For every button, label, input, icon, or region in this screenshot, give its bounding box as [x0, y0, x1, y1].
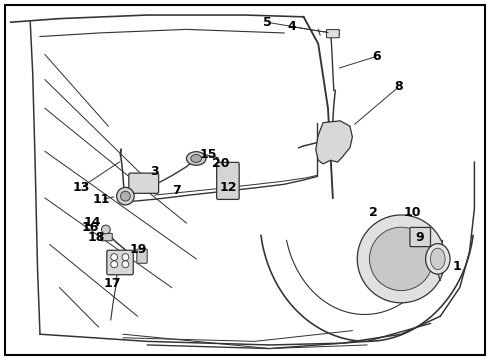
Text: 1: 1: [453, 260, 462, 273]
Text: 5: 5: [263, 16, 271, 29]
Text: 17: 17: [103, 278, 121, 291]
Polygon shape: [316, 121, 352, 164]
Text: 9: 9: [416, 231, 424, 244]
Text: 12: 12: [219, 181, 237, 194]
FancyBboxPatch shape: [217, 162, 239, 199]
Ellipse shape: [191, 154, 201, 162]
Text: 15: 15: [199, 148, 217, 161]
Text: 10: 10: [403, 206, 421, 219]
Text: 2: 2: [368, 206, 377, 219]
Text: 13: 13: [73, 181, 90, 194]
Circle shape: [357, 215, 445, 303]
Text: 4: 4: [287, 20, 296, 33]
Text: 18: 18: [88, 231, 105, 244]
FancyBboxPatch shape: [100, 233, 112, 241]
Circle shape: [111, 254, 118, 261]
Text: 3: 3: [150, 165, 159, 177]
FancyBboxPatch shape: [326, 30, 339, 38]
Ellipse shape: [186, 152, 206, 165]
Text: 16: 16: [81, 221, 98, 234]
Text: 6: 6: [372, 50, 381, 63]
FancyBboxPatch shape: [129, 173, 159, 193]
Circle shape: [122, 261, 129, 268]
FancyBboxPatch shape: [137, 249, 147, 263]
Circle shape: [117, 187, 134, 205]
Text: 7: 7: [172, 184, 181, 197]
FancyBboxPatch shape: [410, 228, 431, 247]
Text: 11: 11: [92, 193, 110, 206]
Circle shape: [101, 225, 110, 234]
Ellipse shape: [431, 248, 445, 270]
Text: 8: 8: [394, 80, 403, 93]
Circle shape: [369, 227, 433, 291]
Text: 19: 19: [130, 243, 147, 256]
FancyBboxPatch shape: [107, 250, 133, 275]
Ellipse shape: [426, 244, 450, 274]
Circle shape: [121, 191, 130, 201]
Text: 20: 20: [212, 157, 229, 170]
Circle shape: [122, 254, 129, 261]
Circle shape: [111, 261, 118, 268]
Text: 14: 14: [84, 216, 101, 229]
